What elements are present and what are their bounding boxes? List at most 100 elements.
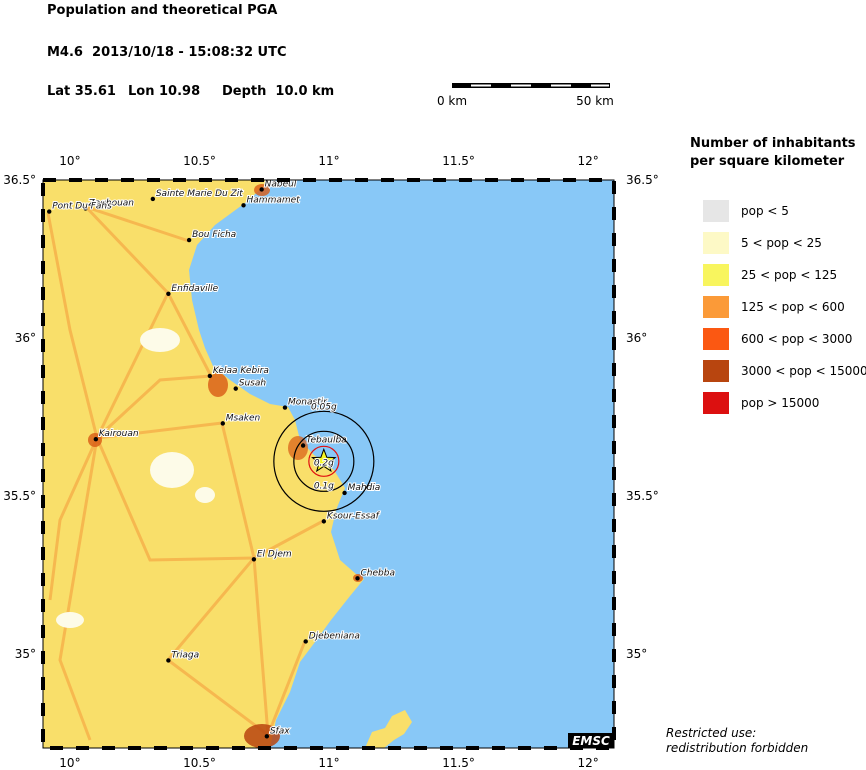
legend-swatch bbox=[703, 360, 729, 382]
lon-tick-label: 11° bbox=[318, 154, 339, 168]
lat-tick-label: 36.5° bbox=[3, 173, 36, 187]
pga-ring bbox=[273, 410, 375, 512]
map-frame-line bbox=[42, 179, 615, 749]
city-dot bbox=[300, 443, 306, 448]
city-label: Triaga bbox=[171, 650, 199, 660]
island bbox=[365, 710, 412, 748]
epicenter bbox=[311, 447, 337, 473]
pga-ring bbox=[293, 430, 355, 492]
city-dot bbox=[83, 206, 88, 211]
pga-label: 0.2g bbox=[314, 458, 334, 468]
city-label: Ksour-Essaf bbox=[327, 511, 381, 521]
logo: EMSC bbox=[572, 734, 610, 748]
lon-tick-label: 11.5° bbox=[442, 154, 475, 168]
city-dot bbox=[220, 421, 225, 426]
depth: Depth 10.0 km bbox=[222, 84, 334, 99]
city-dot bbox=[355, 576, 360, 581]
legend-swatch bbox=[703, 264, 729, 286]
pga-label: 0.05g bbox=[311, 402, 337, 412]
city-label: Enfidaville bbox=[171, 284, 218, 294]
legend-label: 600 < pop < 3000 bbox=[741, 332, 852, 346]
city-label: Hammamet bbox=[247, 195, 301, 205]
lon-tick-label: 10.5° bbox=[183, 756, 216, 770]
pga-label: 0.1g bbox=[314, 481, 334, 491]
city-label: Sfax bbox=[270, 726, 290, 736]
lat-tick-label: 36° bbox=[626, 331, 647, 345]
note-line: Restricted use: bbox=[666, 726, 756, 740]
lon-tick-label: 10° bbox=[59, 154, 80, 168]
legend-title: per square kilometer bbox=[690, 154, 845, 169]
note-line: redistribution forbidden bbox=[666, 741, 808, 755]
legend: Number of inhabitants per square kilomet… bbox=[690, 136, 866, 414]
lon-tick-label: 11.5° bbox=[442, 756, 475, 770]
lat-tick-label: 36° bbox=[15, 331, 36, 345]
lon-tick-label: 11° bbox=[318, 756, 339, 770]
legend-label: 25 < pop < 125 bbox=[741, 268, 837, 282]
city-label: Kelaa Kebira bbox=[213, 366, 269, 376]
urban-areas bbox=[88, 184, 363, 748]
lat-tick-label: 35° bbox=[15, 647, 36, 661]
pga-ring bbox=[308, 445, 340, 477]
city-dot bbox=[264, 734, 270, 739]
land bbox=[43, 180, 364, 748]
city-label: Zaghouan bbox=[87, 198, 134, 208]
city-dot bbox=[150, 196, 156, 202]
legend-swatch bbox=[703, 232, 729, 254]
city-label: Djebeniana bbox=[309, 631, 360, 641]
city-label: Sainte Marie Du Zit bbox=[156, 189, 243, 199]
city-dot bbox=[241, 203, 246, 208]
city-dot bbox=[233, 386, 238, 391]
city-dot bbox=[93, 436, 99, 442]
scale-end: 50 km bbox=[576, 94, 614, 108]
city-dot bbox=[166, 658, 171, 663]
lon-tick-label: 10.5° bbox=[183, 154, 216, 168]
city-label: El Djem bbox=[257, 549, 292, 559]
city-label: Msaken bbox=[226, 413, 261, 423]
lon-tick-label: 12° bbox=[577, 756, 598, 770]
legend-label: pop > 15000 bbox=[741, 396, 819, 410]
city-dot bbox=[207, 373, 213, 379]
lon-tick-label: 12° bbox=[577, 154, 598, 168]
city-dot bbox=[259, 187, 264, 192]
lat-tick-label: 35.5° bbox=[626, 489, 659, 503]
legend-swatch bbox=[703, 392, 729, 414]
city-label: Pont Du Fahs bbox=[52, 202, 112, 212]
legend-swatch bbox=[703, 296, 729, 318]
city-label: Kairouan bbox=[99, 429, 139, 439]
texture bbox=[46, 205, 326, 741]
scale-bar: 0 km 50 km bbox=[437, 83, 614, 108]
lat-tick-label: 35° bbox=[626, 647, 647, 661]
city-dot bbox=[47, 209, 52, 214]
city-dot bbox=[166, 291, 171, 296]
lon: Lon 10.98 bbox=[128, 84, 200, 99]
logo-box bbox=[568, 733, 614, 748]
event: M4.6 2013/10/18 - 15:08:32 UTC bbox=[47, 45, 286, 60]
city-label: Tebaulba bbox=[306, 436, 347, 446]
scale-start: 0 km bbox=[437, 94, 467, 108]
legend-swatch bbox=[703, 328, 729, 350]
city-dot bbox=[282, 405, 288, 410]
city-dot bbox=[342, 490, 347, 496]
lat-tick-label: 35.5° bbox=[3, 489, 36, 503]
city-label: Nabeul bbox=[265, 179, 297, 189]
legend-title: Number of inhabitants bbox=[690, 136, 856, 151]
legend-label: 3000 < pop < 15000 bbox=[741, 364, 866, 378]
title: Population and theoretical PGA bbox=[47, 3, 277, 18]
city-label: Susah bbox=[239, 379, 267, 389]
legend-label: pop < 5 bbox=[741, 204, 789, 218]
lat-tick-label: 36.5° bbox=[626, 173, 659, 187]
city-dot bbox=[186, 237, 192, 243]
city-label: Mahdia bbox=[348, 483, 381, 493]
lon-tick-label: 10° bbox=[59, 756, 80, 770]
legend-label: 125 < pop < 600 bbox=[741, 300, 845, 314]
city-dot bbox=[321, 519, 327, 524]
city-label: Monastir bbox=[288, 398, 328, 408]
map: Nabeul Hammamet Sainte Marie Du Zit Zaghoua… bbox=[43, 179, 614, 748]
legend-swatch bbox=[703, 200, 729, 222]
lat: Lat 35.61 bbox=[47, 84, 116, 99]
empty-areas bbox=[56, 328, 215, 628]
city-dot bbox=[251, 557, 257, 562]
city-label: Chebba bbox=[361, 568, 395, 578]
city-label: Bou Ficha bbox=[192, 230, 236, 240]
